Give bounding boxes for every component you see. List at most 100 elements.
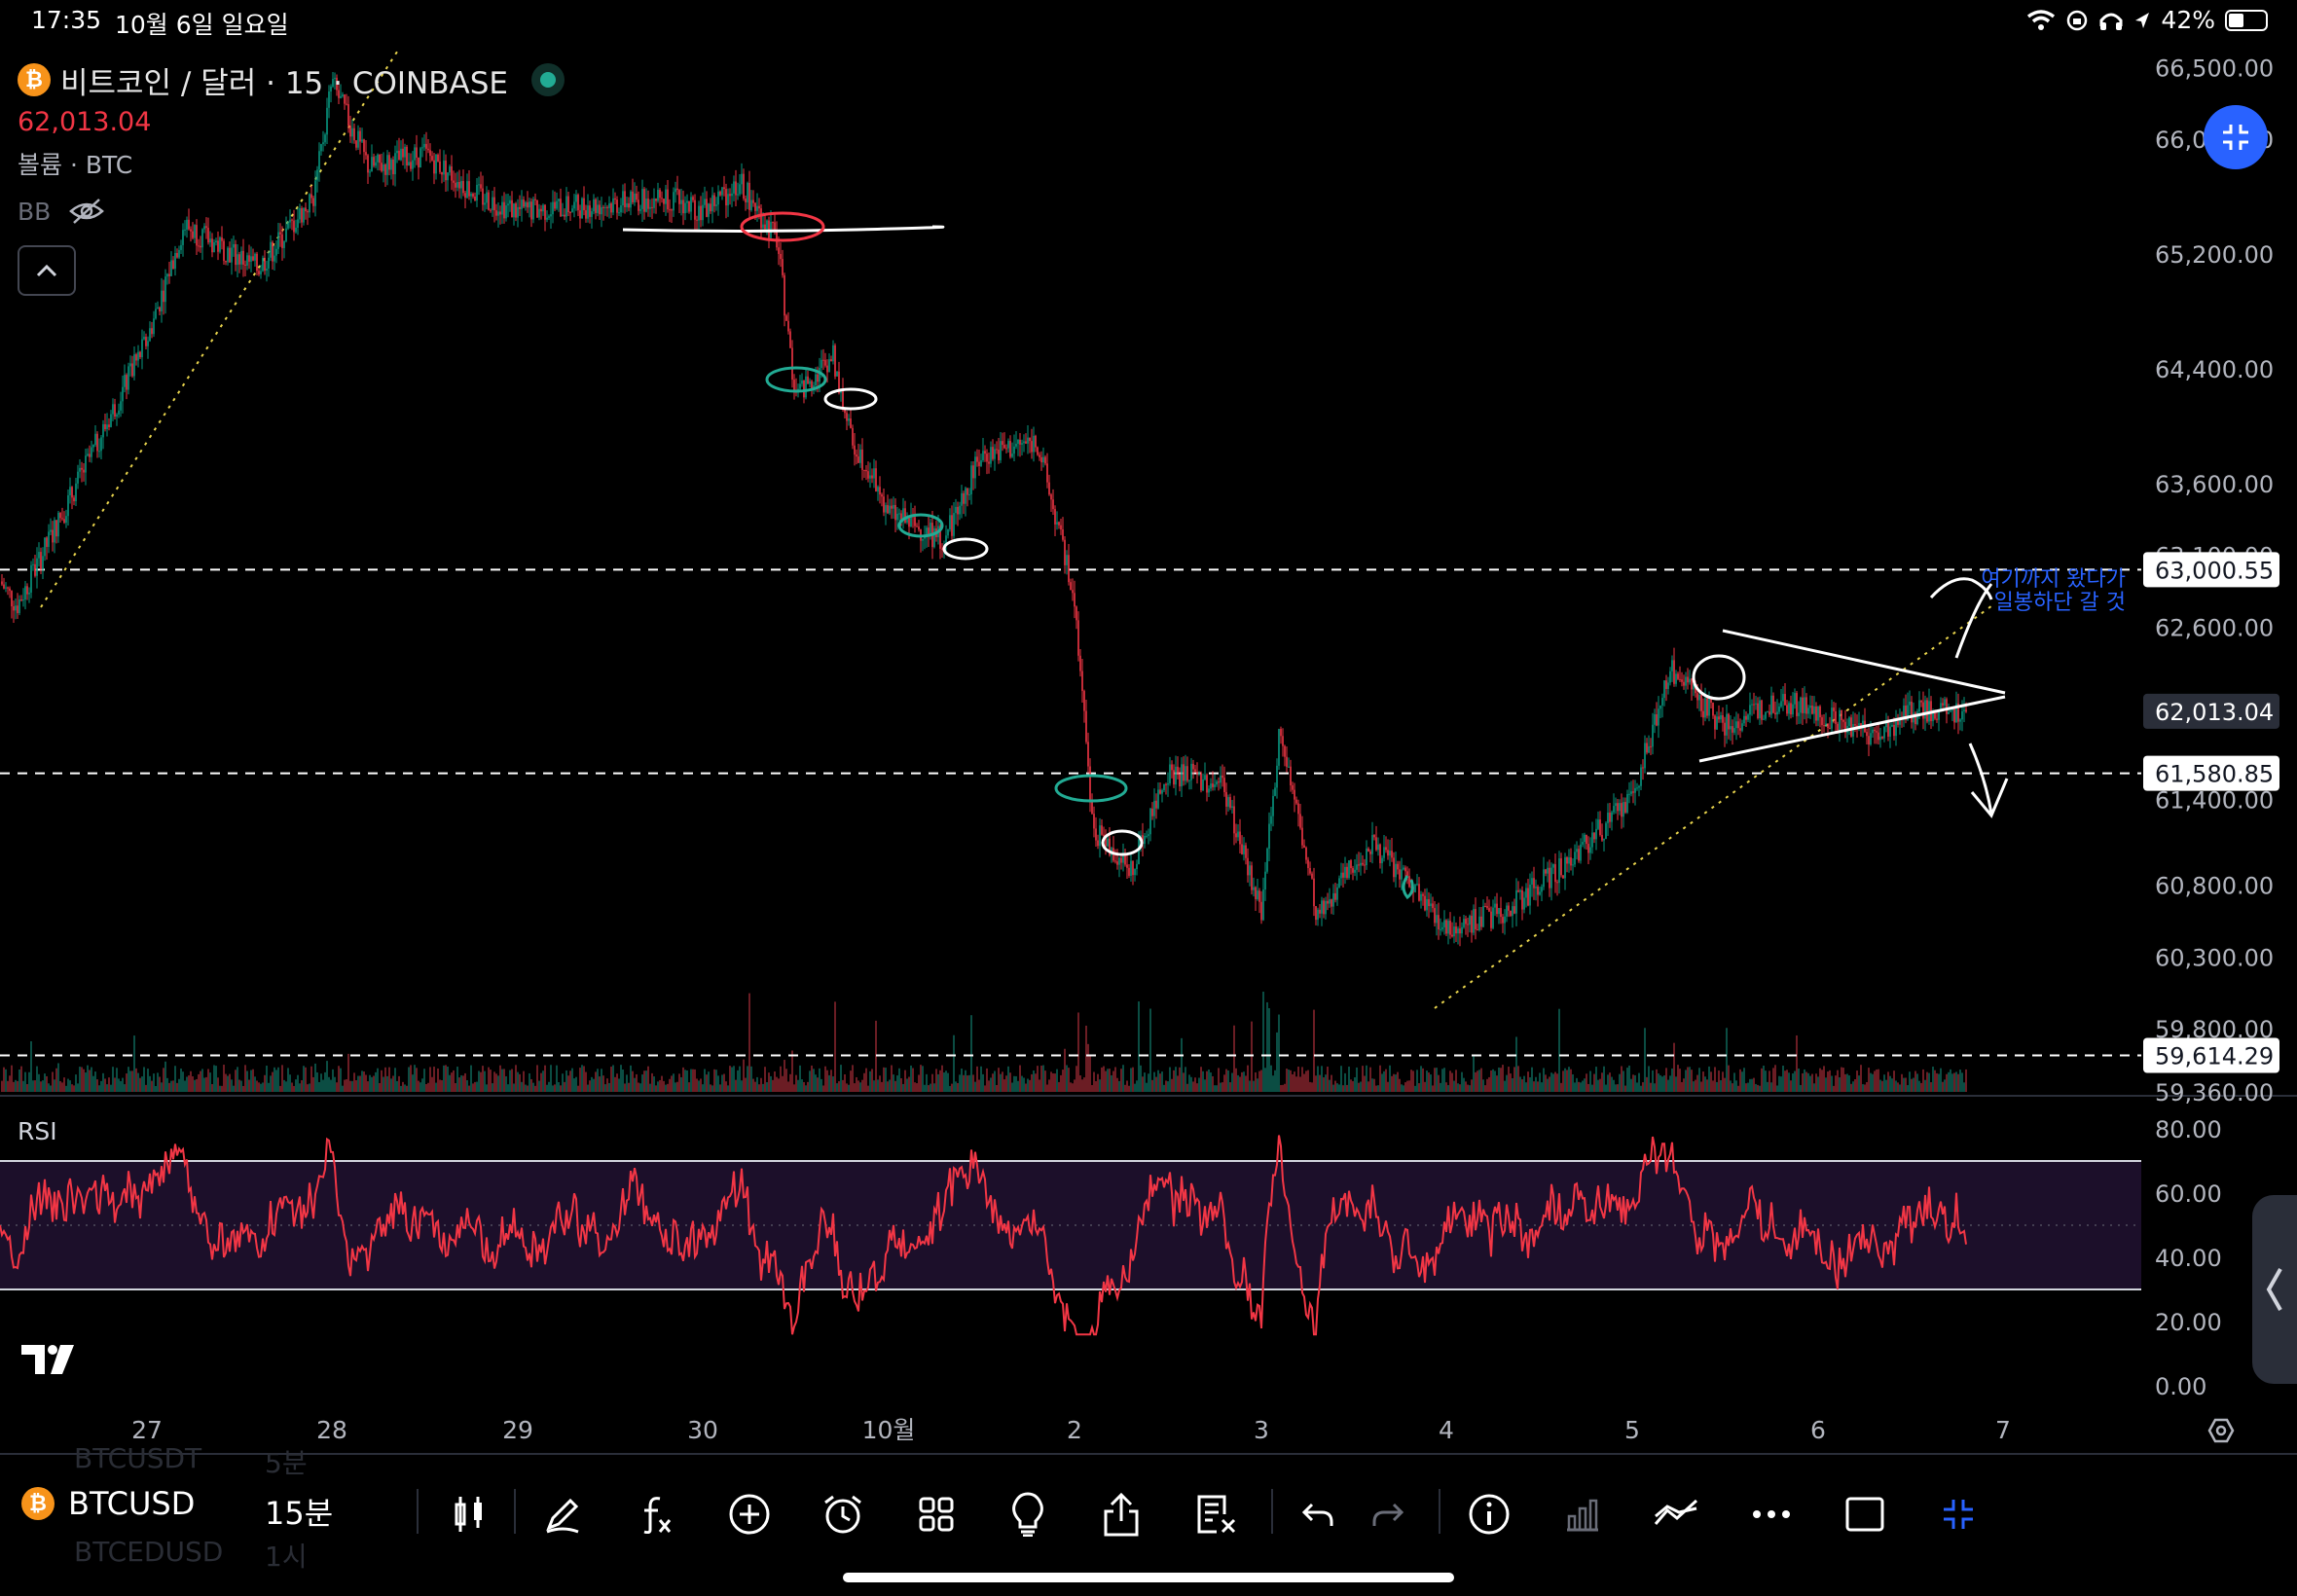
candle-body [1229,797,1231,808]
volume-bar [1342,1085,1344,1092]
drawing-resistance-line[interactable] [622,225,945,233]
volume-bar [1445,1082,1447,1092]
candle-body [237,254,238,266]
candle-body [546,217,548,220]
drawing-green-mark[interactable] [1402,875,1414,900]
candle-body [1114,860,1116,862]
ideas-button[interactable] [1003,1489,1053,1540]
freehand-drawings[interactable] [622,211,2009,900]
volume-bar [507,1084,509,1092]
volume-bar [52,1071,54,1092]
volume-bar [930,1083,931,1092]
chart-settings-icon[interactable] [2207,1418,2235,1443]
volume-bar [1648,1066,1650,1092]
candle-body [822,359,824,361]
volume-bar [1148,1073,1149,1092]
market-open-icon[interactable] [530,63,565,96]
financials-button[interactable] [1557,1489,1608,1540]
drawing-tools-button[interactable] [537,1489,588,1540]
fullscreen-button[interactable] [1840,1489,1890,1540]
candle-body [1426,898,1428,911]
volume-bar [297,1074,299,1092]
volume-bar [126,1073,128,1092]
drawing-red-circle[interactable] [740,211,825,242]
minimize-chart-button[interactable] [1933,1489,1984,1540]
compare-symbol-button[interactable] [724,1489,775,1540]
side-panel-handle[interactable] [2252,1195,2297,1384]
volume-bar [373,1075,375,1092]
candle-body [930,523,931,535]
candle-body [1529,884,1531,906]
candle-body [1663,680,1665,699]
annotation-line-1[interactable]: 여기까지 왔다가 [1981,567,2126,592]
drawing-green-ellipse[interactable] [897,513,944,538]
candle-body [1702,710,1704,718]
trend-lines[interactable] [40,48,1996,1009]
bb-legend[interactable]: BB [18,197,52,226]
volume-bar [937,1073,939,1092]
price-chart[interactable]: 66,500.0066,000.0065,200.0064,400.0063,6… [0,0,2297,1460]
clear-drawings-button[interactable] [1191,1489,1242,1540]
redo-button[interactable] [1363,1489,1413,1540]
undo-button[interactable] [1293,1489,1343,1540]
volume-legend[interactable]: 볼륨 · BTC [18,151,133,179]
candle-body [462,181,464,194]
drawing-white-ellipse[interactable] [1101,829,1144,856]
eye-hidden-icon[interactable] [68,198,105,225]
drawing-up-arrow[interactable] [1929,577,1993,659]
interval-selector[interactable]: 15분 [265,1495,334,1532]
candle-body [614,198,616,200]
volume-bar [98,1085,100,1092]
layout-button[interactable] [911,1489,962,1540]
candle-body [59,512,61,519]
symbol-name[interactable]: BTCUSD [68,1485,196,1522]
drawing-white-circle[interactable] [1692,654,1746,701]
volume-bar [1134,1083,1136,1092]
candle-body [1206,775,1208,793]
drawing-triangle-lower[interactable] [1698,695,2006,763]
annotation-line-2[interactable]: 일봉하단 갈 것 [1994,591,2126,615]
volume-bar [1607,1074,1609,1092]
drawing-triangle-upper[interactable] [1722,629,2006,695]
drawing-down-arrow[interactable] [1968,743,2009,818]
alert-button[interactable] [818,1489,868,1540]
candle-body [994,449,996,459]
drawing-green-ellipse[interactable] [1054,774,1128,803]
more-button[interactable] [1746,1489,1797,1540]
symbol-info-button[interactable] [1464,1489,1514,1540]
candle-body [1965,709,1967,712]
candle-body [1418,884,1420,901]
trend-line[interactable] [1434,602,1996,1009]
volume-bar [678,1073,680,1092]
candle-body [1835,710,1837,724]
volume-bar [1459,1084,1461,1092]
trend-line[interactable] [40,48,400,608]
volume-bar [630,1065,632,1092]
candle-body [1260,901,1262,921]
collapse-legend-button[interactable] [18,245,76,296]
time-tick-label: 29 [502,1416,533,1444]
symbol-selector[interactable]: ₿ BTCUSD [21,1485,195,1522]
drawing-white-ellipse[interactable] [823,387,878,411]
volume-bar [1768,1070,1770,1092]
compare-button[interactable] [1651,1489,1701,1540]
share-button[interactable] [1096,1489,1147,1540]
volume-bar [1671,1068,1673,1092]
candle-body [626,202,628,207]
symbol-title[interactable]: 비트코인 / 달러 · 15 · COINBASE [60,65,508,101]
indicators-button[interactable] [631,1489,681,1540]
volume-bar [711,1085,713,1092]
volume-bar [295,1079,297,1092]
drawing-white-ellipse[interactable] [942,537,989,561]
exit-fullscreen-button[interactable] [2204,105,2268,169]
chart-type-button[interactable] [444,1489,494,1540]
volume-bar [1243,1071,1245,1092]
volume-bar [1936,1072,1938,1092]
drawing-green-ellipse[interactable] [765,366,827,393]
rsi-label[interactable]: RSI [18,1117,57,1145]
volume-bar [15,1079,17,1092]
candle-body [100,437,102,452]
volume-bar [429,1067,431,1092]
horizontal-levels[interactable] [0,568,2141,1057]
volume-bar [330,1079,332,1092]
